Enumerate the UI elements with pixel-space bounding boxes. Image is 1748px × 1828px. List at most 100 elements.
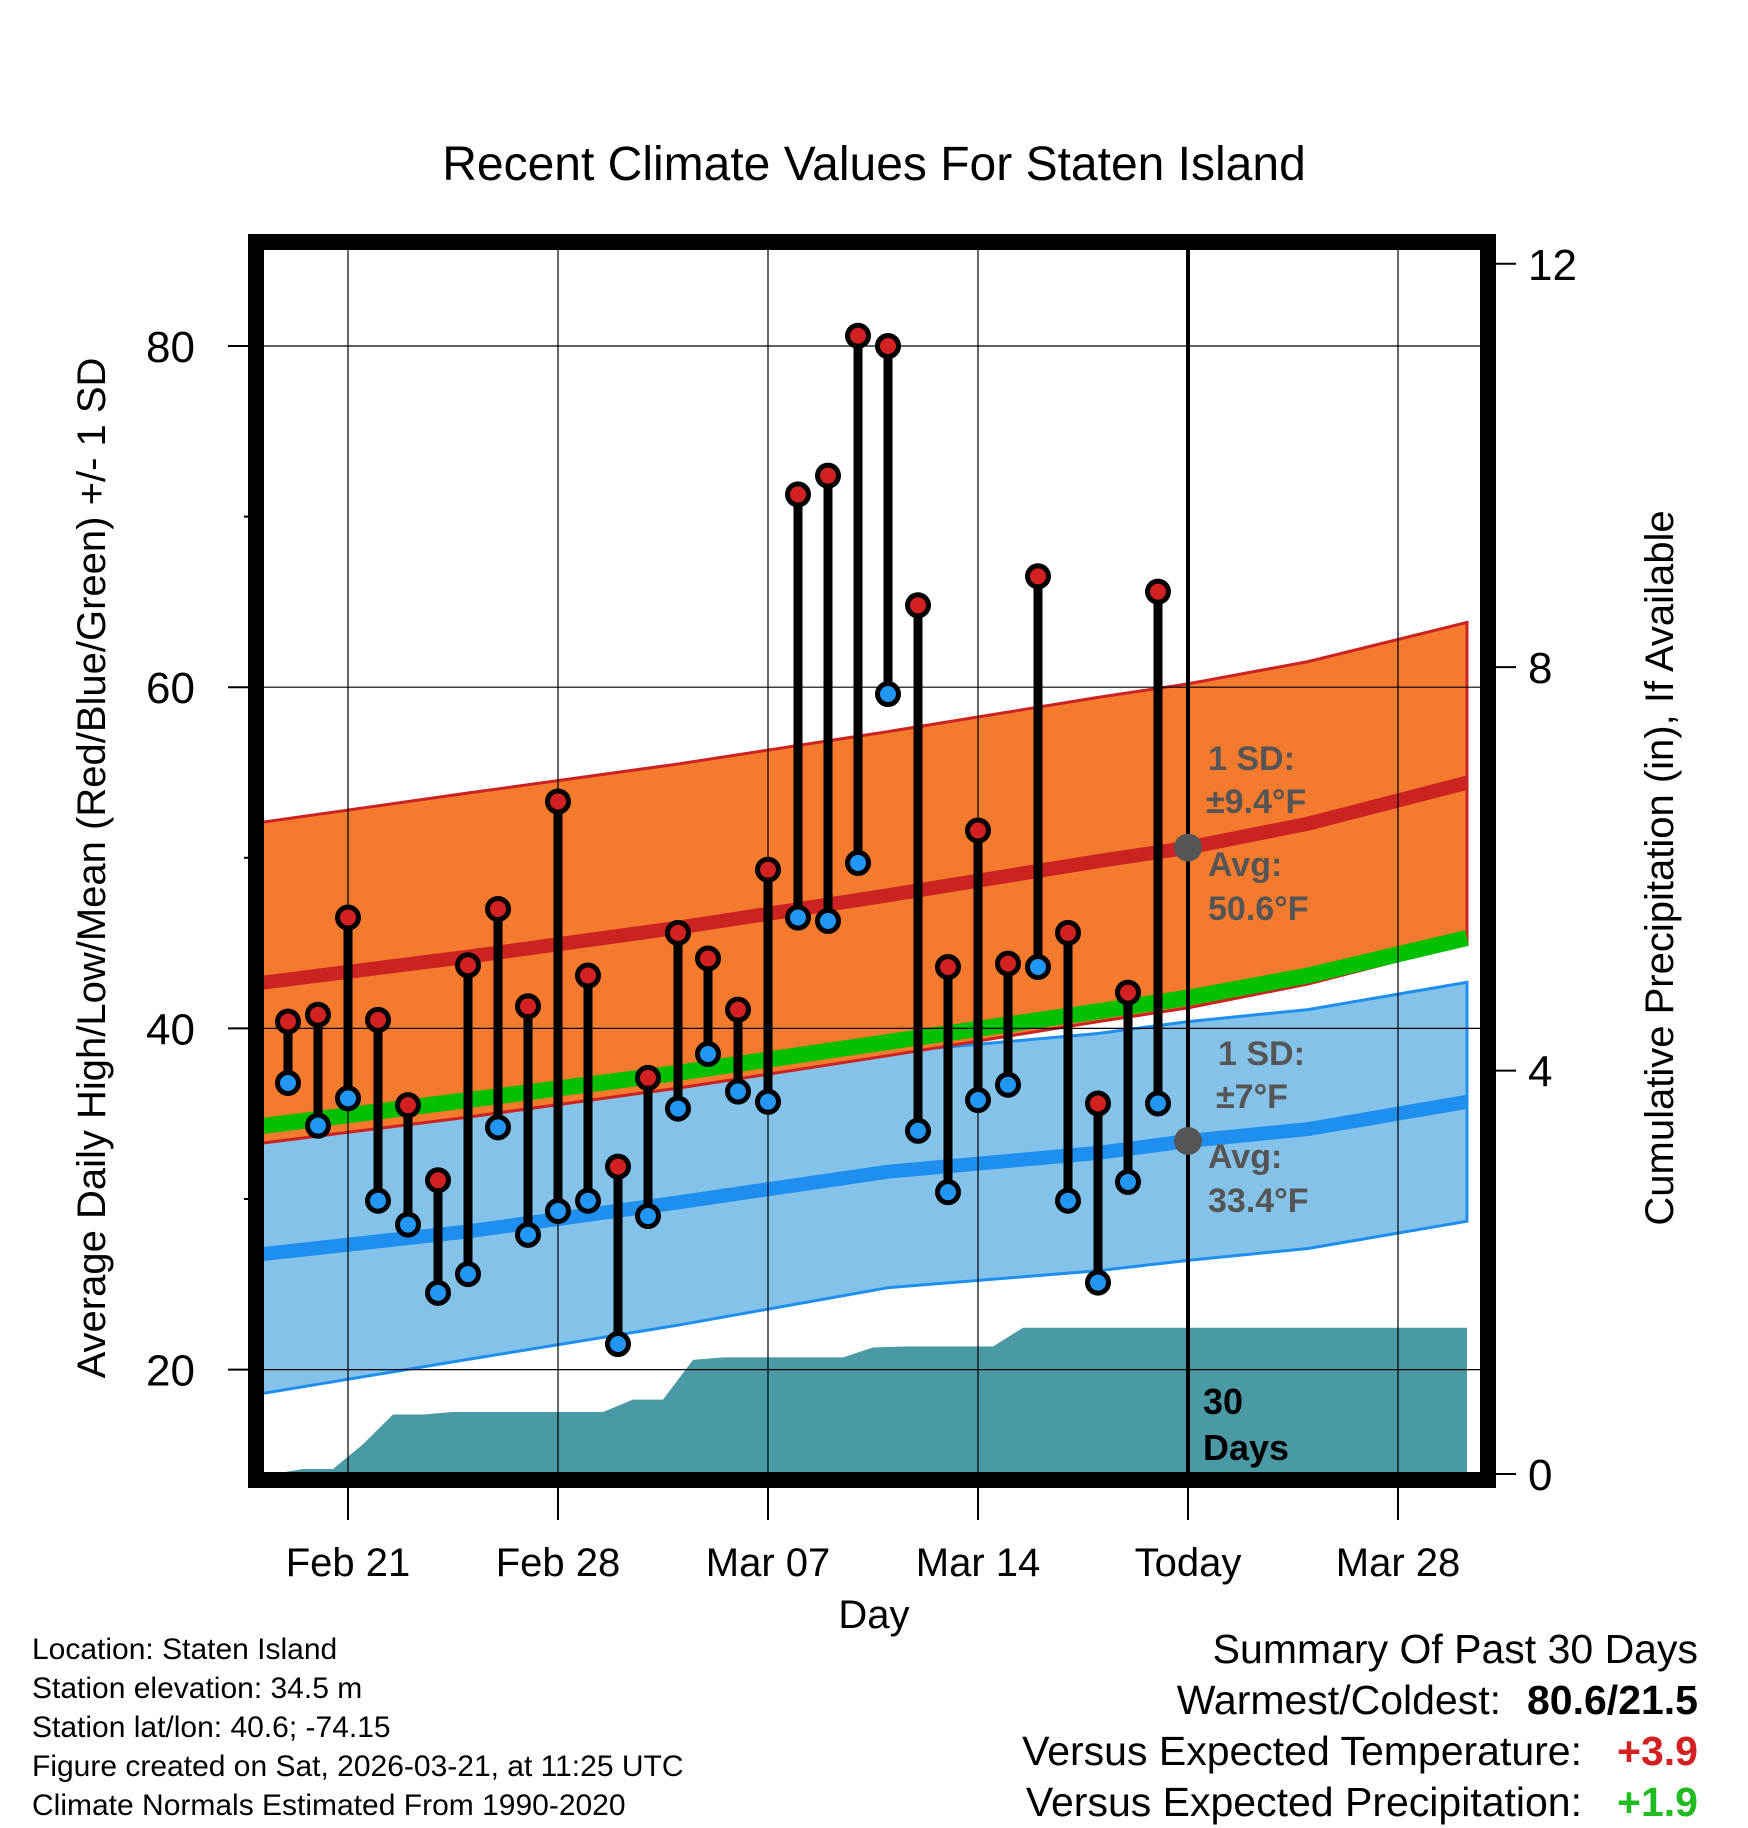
low-avg-value: 33.4°F: [1208, 1182, 1309, 1220]
low-temp-point: [425, 1279, 451, 1306]
high-avg-label: Avg:: [1208, 846, 1282, 884]
y2-tick-label: 0: [1528, 1451, 1552, 1500]
x-tick-label: Today: [1135, 1541, 1242, 1585]
high-temp-point: [755, 856, 781, 883]
y2-tick-label: 4: [1528, 1048, 1552, 1097]
warm-cold-label: Warmest/Coldest:: [1176, 1677, 1501, 1723]
y2-axis-label: Cumulative Precipitation (in), If Availa…: [1638, 510, 1682, 1225]
high-temp-point: [695, 945, 721, 972]
high-temp-point: [1055, 919, 1081, 946]
info-location: Location: Staten Island: [32, 1633, 338, 1666]
high-temp-point: [965, 817, 991, 844]
info-latlon: Station lat/lon: 40.6; -74.15: [32, 1711, 391, 1744]
summary-warm-cold: Warmest/Coldest: 80.6/21.5: [1022, 1675, 1698, 1726]
high-temp-point: [335, 904, 361, 931]
high-temp-point: [515, 993, 541, 1020]
low-temp-point: [575, 1187, 601, 1214]
y2-tick-label: 8: [1528, 644, 1552, 693]
x-tick-label: Mar 28: [1336, 1541, 1461, 1585]
info-normals: Climate Normals Estimated From 1990-2020: [32, 1789, 626, 1822]
high-temp-point: [1085, 1090, 1111, 1117]
precip-area: [273, 1327, 1467, 1474]
high-temp-point: [845, 322, 871, 349]
high-sd-label: 1 SD:: [1208, 740, 1295, 778]
high-temp-point: [545, 788, 571, 815]
low-sd-label: 1 SD:: [1218, 1035, 1305, 1073]
low-temp-point: [1145, 1090, 1171, 1117]
low-temp-point: [725, 1078, 751, 1105]
mean-avg-line: [251, 930, 1469, 1136]
plot-frame: [248, 234, 1496, 1488]
high-temp-point: [395, 1092, 421, 1119]
low-temp-point: [665, 1095, 691, 1122]
x-tick-label: Mar 07: [706, 1541, 831, 1585]
y-tick-label: 20: [146, 1347, 195, 1396]
days-number: 30: [1203, 1381, 1243, 1422]
high-temp-point: [935, 953, 961, 980]
x-tick-label: Feb 28: [496, 1541, 621, 1585]
low-temp-point: [815, 907, 841, 934]
high-temp-point: [575, 962, 601, 989]
high-temp-point: [995, 950, 1021, 977]
low-temp-point: [905, 1117, 931, 1144]
high-temp-point: [605, 1153, 631, 1180]
low-temp-point: [935, 1179, 961, 1206]
high-temp-point: [635, 1064, 661, 1091]
low-temp-point: [275, 1069, 301, 1096]
low-temp-point: [605, 1331, 631, 1358]
high-temp-point: [275, 1008, 301, 1035]
high-temp-point: [875, 333, 901, 359]
high-temp-point: [1025, 563, 1051, 590]
high-temp-point: [815, 462, 841, 489]
high-temp-point: [485, 895, 511, 922]
high-temp-point: [665, 919, 691, 946]
y-axis-label: Average Daily High/Low/Mean (Red/Blue/Gr…: [70, 358, 114, 1379]
low-temp-point: [545, 1197, 571, 1224]
days-word: Days: [1203, 1427, 1289, 1468]
precip-label: Versus Expected Precipitation:: [1025, 1779, 1582, 1825]
low-temp-point: [965, 1087, 991, 1114]
high-temp-point: [425, 1167, 451, 1194]
temp-label: Versus Expected Temperature:: [1022, 1728, 1582, 1774]
y2-tick-label: 12: [1528, 241, 1577, 290]
low-temp-point: [875, 681, 901, 708]
summary-precip: Versus Expected Precipitation: +1.9: [1022, 1777, 1698, 1828]
x-tick-label: Feb 21: [286, 1541, 411, 1585]
low-temp-point: [695, 1040, 721, 1067]
low-avg-label: Avg:: [1208, 1138, 1282, 1176]
temp-value: +3.9: [1617, 1728, 1698, 1774]
low-temp-point: [1085, 1269, 1111, 1296]
high-temp-point: [365, 1006, 391, 1033]
low-temp-point: [455, 1261, 481, 1288]
plot-area: 1 SD: ±9.4°F Avg: 50.6°F 1 SD: ±7°F Avg: 33.4°F…: [250, 248, 1482, 1474]
summary-panel: Summary Of Past 30 Days Warmest/Coldest:…: [1022, 1624, 1698, 1828]
warm-cold-value: 80.6/21.5: [1527, 1677, 1698, 1723]
high-temp-point: [305, 1001, 331, 1028]
low-temp-point: [305, 1112, 331, 1139]
low-temp-point: [395, 1211, 421, 1238]
summary-title: Summary Of Past 30 Days: [1212, 1626, 1698, 1672]
high-temp-point: [1145, 578, 1171, 605]
low-temp-point: [515, 1221, 541, 1248]
high-temp-point: [905, 592, 931, 619]
low-avg-marker: [1174, 1126, 1202, 1155]
chart-title: Recent Climate Values For Staten Island: [442, 138, 1306, 191]
low-temp-point: [845, 849, 871, 876]
high-temp-point: [1115, 979, 1141, 1006]
high-avg-line: [251, 775, 1469, 991]
low-temp-point: [785, 904, 811, 931]
low-temp-point: [635, 1203, 661, 1230]
low-temp-point: [1025, 953, 1051, 980]
info-created: Figure created on Sat, 2026-03-21, at 11…: [32, 1750, 684, 1783]
precip-value: +1.9: [1617, 1779, 1698, 1825]
info-elevation: Station elevation: 34.5 m: [32, 1672, 363, 1705]
y-tick-label: 40: [146, 1005, 195, 1054]
station-info: Location: Staten Island Station elevatio…: [32, 1630, 684, 1825]
high-temp-point: [455, 952, 481, 979]
low-avg-line: [251, 1094, 1469, 1263]
low-sd-value: ±7°F: [1216, 1078, 1288, 1116]
low-temp-point: [1055, 1187, 1081, 1214]
low-temp-point: [995, 1071, 1021, 1098]
y-tick-label: 60: [146, 664, 195, 713]
